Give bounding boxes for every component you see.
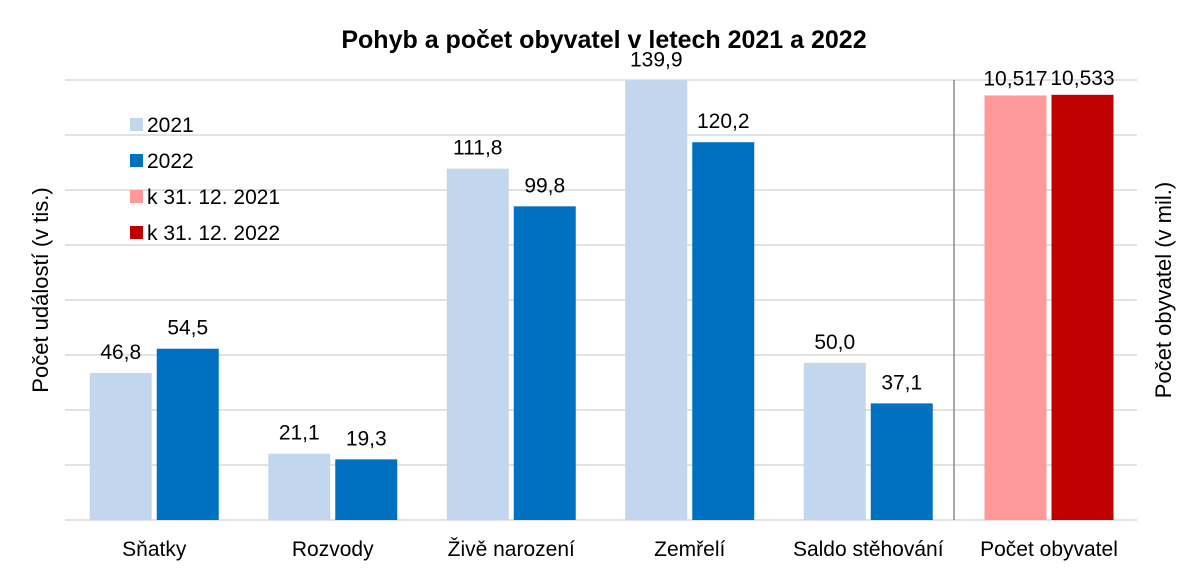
data-label: 99,8 [524,174,565,197]
data-label: 21,1 [279,422,320,445]
data-label: 50,0 [814,331,855,354]
data-label: 139,9 [630,48,683,71]
bar-population-1 [984,95,1047,521]
data-labels: 46,8 54,5 21,1 19,3 111,8 99,8 139,9 120,2 50,0 3… [100,48,1114,450]
bars [89,80,1114,521]
category-label: Rozvody [292,538,374,561]
category-labels: Sňatky Rozvody Živě narození Zemřelí Saldo s… [122,538,1118,561]
legend: 2021 2022 k 31. 12. 2021 k 31. 12. 2022 [130,114,280,245]
category-label: Počet obyvatel [980,538,1118,561]
bar-2022 [870,403,933,520]
data-label: 37,1 [881,371,922,394]
chart-title: Pohyb a počet obyvatel v letech 2021 a 2… [341,26,866,54]
legend-label: 2021 [147,114,194,137]
bar-population-2 [1051,94,1114,520]
category-label: Živě narození [448,538,575,561]
bar-2021 [625,80,688,521]
legend-swatch [130,226,143,239]
data-label: 46,8 [100,341,141,364]
bar-2022 [513,206,576,521]
data-label: 19,3 [346,427,387,450]
data-label: 10,517 [983,67,1047,90]
category-label: Saldo stěhování [793,538,944,561]
bar-2022 [156,348,219,520]
category-label: Sňatky [122,538,187,561]
bar-2021 [89,372,152,520]
legend-label: k 31. 12. 2021 [147,186,280,209]
gridlines [65,79,1137,521]
y-axis-right-label: Počet obyvatel (v mil.) [1151,182,1176,398]
bar-2022 [692,142,755,520]
data-label: 54,5 [167,317,208,340]
bar-2021 [803,362,866,520]
legend-label: 2022 [147,150,194,173]
y-axis-left-label: Počet událostí (v tis.) [28,187,53,392]
data-label: 10,533 [1050,67,1114,90]
legend-swatch [130,118,143,131]
data-label: 120,2 [697,110,750,133]
bar-2021 [268,453,331,520]
data-label: 111,8 [453,137,502,160]
bar-2022 [335,459,398,520]
legend-swatch [130,190,143,203]
bar-2021 [446,168,509,520]
legend-swatch [130,154,143,167]
legend-label: k 31. 12. 2022 [147,222,280,245]
category-label: Zemřelí [654,538,725,561]
